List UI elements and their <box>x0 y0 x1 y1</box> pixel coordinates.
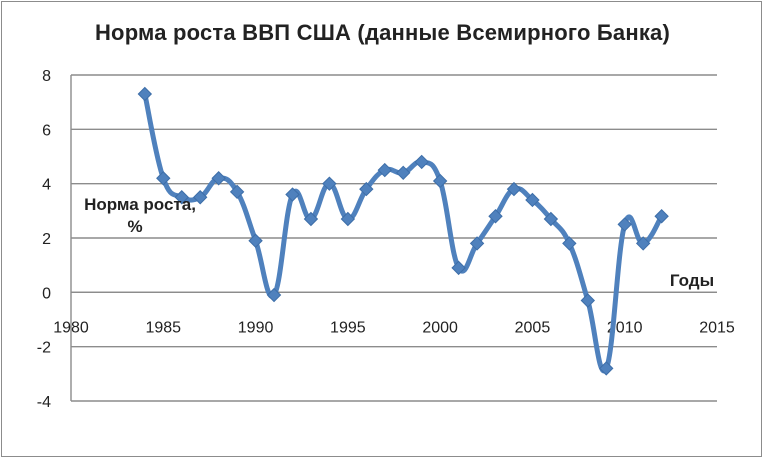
data-point-2012 <box>654 209 669 224</box>
y-tick-label: 4 <box>42 177 51 194</box>
x-tick-label: 1995 <box>330 319 366 336</box>
x-tick-label: 1990 <box>238 319 274 336</box>
y-tick-labels: -4 -2 0 2 4 6 8 <box>37 68 51 411</box>
x-tick-label: 1980 <box>53 319 89 336</box>
y-tick-label: 6 <box>42 122 51 139</box>
data-point-2003 <box>488 209 503 224</box>
y-tick-label: -2 <box>37 340 51 357</box>
y-tick-label: -4 <box>37 394 51 411</box>
data-point-1988 <box>211 171 226 186</box>
data-point-1997 <box>377 162 392 178</box>
data-point-1984 <box>137 86 153 102</box>
y-axis-label-line1: Норма роста, <box>84 195 196 214</box>
data-point-1998 <box>396 165 411 181</box>
data-point-1986 <box>174 190 189 205</box>
x-tick-label: 1985 <box>145 319 181 336</box>
data-point-2011 <box>635 236 651 251</box>
y-axis-label-line2: % <box>127 217 142 236</box>
data-point-1999 <box>414 154 429 170</box>
data-point-2010 <box>617 217 632 232</box>
data-point-2005 <box>525 192 540 208</box>
x-tick-labels: 1980 1985 1990 1995 2000 2005 2010 2015 <box>53 319 735 336</box>
y-tick-label: 0 <box>42 285 51 302</box>
data-point-2006 <box>543 211 559 227</box>
data-point-2008 <box>580 293 596 308</box>
axes <box>70 75 717 401</box>
data-point-2001 <box>451 260 466 276</box>
data-point-1996 <box>359 181 374 197</box>
data-point-1989 <box>229 184 245 200</box>
data-point-2009 <box>599 361 614 376</box>
series-line <box>142 91 665 374</box>
data-point-1990 <box>248 233 263 248</box>
data-point-2004 <box>506 181 522 197</box>
series-layer <box>137 86 669 376</box>
data-point-1991 <box>266 287 282 303</box>
data-point-1995 <box>340 211 356 227</box>
data-point-1985 <box>156 171 171 186</box>
data-point-2007 <box>562 236 577 251</box>
x-tick-label: 2000 <box>422 319 458 336</box>
x-tick-label: 2015 <box>699 319 735 336</box>
data-point-1993 <box>303 211 319 227</box>
x-axis-label: Годы <box>670 271 714 290</box>
data-point-1994 <box>322 176 337 191</box>
x-tick-label: 2005 <box>515 319 551 336</box>
data-point-2002 <box>469 236 485 251</box>
y-tick-label: 2 <box>42 231 51 248</box>
data-point-1992 <box>285 187 300 202</box>
chart-title: Норма роста ВВП США (данные Всемирного Б… <box>94 20 671 45</box>
data-point-1987 <box>192 190 208 205</box>
data-point-2000 <box>432 173 448 189</box>
x-tick-label: 2010 <box>607 319 643 336</box>
y-tick-label: 8 <box>42 68 51 85</box>
